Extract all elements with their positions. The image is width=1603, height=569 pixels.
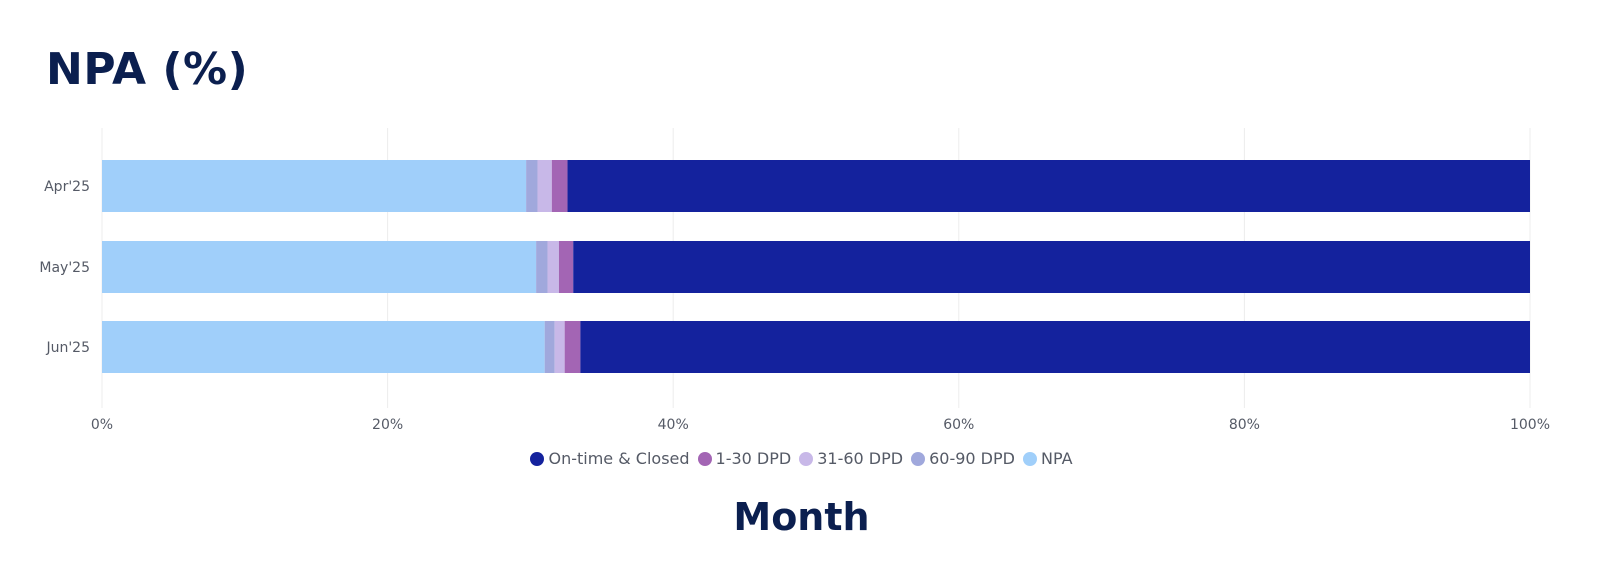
x-tick-label: 20% [372,417,403,433]
legend-swatch [799,451,814,466]
bar-segment[interactable] [547,241,559,293]
y-category-label: Apr'25 [44,179,90,195]
legend-item[interactable]: NPA [1022,449,1073,468]
bar-segment[interactable] [558,241,574,293]
x-tick-label: 0% [91,417,113,433]
bar-segment[interactable] [554,321,565,373]
x-tick-label: 80% [1229,417,1260,433]
chart-legend: On-time & Closed 1-30 DPD 31-60 DPD 60-90 D… [0,449,1603,468]
chart-plot-area: 0% 20% 40% 60% 80% 100% Apr'25 May'25 Jun'25 [39,128,1550,433]
bar-segment[interactable] [544,321,555,373]
legend-swatch [697,451,712,466]
legend-item[interactable]: 60-90 DPD [911,449,1015,468]
bar-segment[interactable] [580,321,1530,373]
legend-item[interactable]: 31-60 DPD [799,449,903,468]
legend-label: 1-30 DPD [715,449,792,468]
legend-item[interactable]: On-time & Closed [530,449,690,468]
y-axis-title: Month [733,495,870,539]
bar-segment[interactable] [536,241,548,293]
legend-label: 60-90 DPD [929,449,1015,468]
bar-segment[interactable] [102,321,545,373]
bar-segment[interactable] [551,160,568,212]
legend-label: NPA [1040,449,1073,468]
legend-swatch [911,451,926,466]
x-tick-label: 60% [943,417,974,433]
legend-item[interactable]: 1-30 DPD [697,449,792,468]
bars [102,160,1530,373]
bar-segment[interactable] [102,241,537,293]
bar-segment[interactable] [564,321,581,373]
legend-label: 31-60 DPD [817,449,904,468]
legend-label: On-time & Closed [548,449,690,468]
chart-title: NPA (%) [46,44,249,95]
legend-swatch [530,451,545,466]
axis-labels: 0% 20% 40% 60% 80% 100% Apr'25 May'25 Jun'25 [39,179,1550,433]
bar-segment[interactable] [526,160,538,212]
bar-segment[interactable] [573,241,1530,293]
x-tick-label: 100% [1510,417,1550,433]
bar-segment[interactable] [102,160,527,212]
bar-segment[interactable] [537,160,552,212]
x-tick-label: 40% [658,417,689,433]
bar-segment[interactable] [567,160,1530,212]
y-category-label: Jun'25 [45,340,90,356]
legend-swatch [1022,451,1037,466]
y-category-label: May'25 [39,260,90,276]
